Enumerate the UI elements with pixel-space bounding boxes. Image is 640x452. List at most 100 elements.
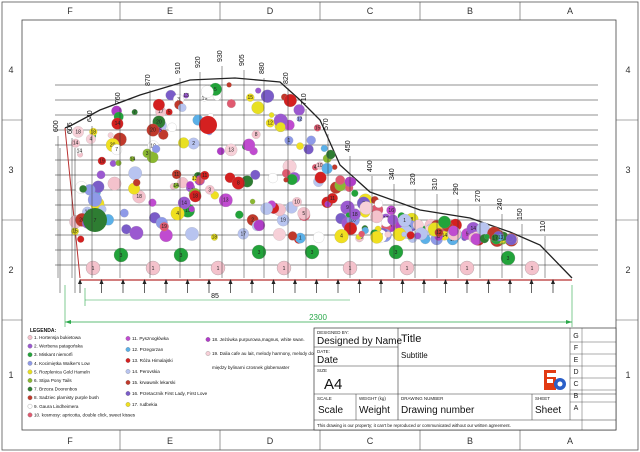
plant-marker: [283, 177, 289, 183]
plant-marker: [351, 189, 359, 197]
zone-column-label: A: [567, 436, 573, 446]
legend-item: 1. Hortensja bukietowa: [34, 335, 81, 340]
bed-outline: [64, 77, 573, 281]
plant-marker: [267, 173, 278, 184]
plant-number: 1: [92, 266, 95, 272]
zone-column-label: D: [267, 6, 274, 16]
plant-marker: [384, 231, 392, 238]
scale-value: Scale: [318, 405, 343, 416]
plant-number: 14: [73, 141, 79, 147]
height-label: 310: [432, 178, 439, 190]
zone-column-label: A: [567, 6, 573, 16]
plant-marker: [173, 182, 180, 189]
height-label: 640: [87, 110, 94, 122]
plant-marker: [332, 164, 338, 170]
plant-marker: [186, 181, 195, 189]
plant-marker: [188, 205, 195, 213]
zone-row-label: 2: [8, 265, 13, 275]
date-value: Date: [317, 355, 339, 366]
plant-number: 4: [314, 165, 317, 171]
plant-marker: [326, 149, 336, 160]
plant-marker: [201, 85, 214, 98]
legend-item: 11. Pysznogłówka: [132, 336, 169, 341]
plant-marker: [347, 177, 357, 187]
plant-marker: [524, 260, 540, 276]
plant-marker: [185, 227, 199, 241]
plant-number: 18: [136, 194, 142, 200]
plant-number: 12: [267, 121, 273, 127]
plant-number: 5: [214, 87, 217, 93]
legend-column-1: 1. Hortensja bukietowa 2. Werbena patagoń…: [27, 335, 136, 417]
plant-marker: [219, 193, 233, 207]
legend-swatch: [205, 351, 211, 356]
height-label: 930: [217, 50, 224, 62]
plant-number: 4: [90, 137, 93, 143]
plant-number: 18: [193, 194, 199, 200]
plant-number: 9: [346, 205, 349, 211]
size-value: A4: [324, 376, 342, 393]
plant-marker: [296, 142, 304, 150]
plant-number: 13: [183, 93, 189, 99]
plant-marker: [111, 117, 124, 130]
legend-swatch: [27, 395, 33, 401]
plant-marker: [120, 208, 129, 218]
zone-column-label: C: [367, 436, 374, 446]
plant-number: 14: [130, 156, 136, 162]
plant-number: 10: [317, 163, 323, 169]
plant-number: 8: [437, 234, 440, 240]
plant-number: 19: [280, 218, 286, 224]
legend-column-2: 11. Pysznogłówka 12. Przegorzan 13. Róża H…: [125, 336, 208, 407]
plant-marker: [401, 231, 407, 237]
plant-number: 5: [302, 211, 305, 217]
plant-number: 3: [395, 250, 398, 256]
plant-number: 14: [173, 183, 179, 189]
plant-marker: [275, 122, 286, 132]
plant-marker: [268, 112, 275, 118]
title-value: Title: [401, 333, 421, 345]
property-notice: This drawing is our property; it can't b…: [317, 423, 511, 428]
revision-row-label: G: [573, 333, 578, 340]
revision-row-label: D: [573, 369, 578, 376]
plant-number: 14: [442, 233, 448, 239]
height-label: 570: [323, 118, 330, 130]
plant-number: 14: [115, 121, 121, 127]
plant-number: 14: [181, 200, 187, 206]
dimension-total-label: 2300: [309, 313, 327, 322]
plant-marker: [370, 210, 384, 224]
plant-number: 18: [91, 129, 97, 135]
plant-marker: [253, 219, 265, 231]
height-label: 910: [175, 62, 182, 74]
plant-marker: [216, 147, 225, 156]
revision-row-label: B: [574, 393, 579, 400]
legend-item: 5. Rozplenica Gold Hameln: [34, 369, 90, 374]
plant-number: 19: [185, 208, 191, 214]
plant-number: 14: [471, 226, 477, 232]
plant-marker: [71, 138, 80, 148]
legend-swatch: [125, 380, 131, 385]
height-label: 605: [67, 122, 74, 134]
plant-marker: [249, 198, 256, 205]
plant-number: 4: [340, 234, 343, 240]
plant-marker: [129, 156, 136, 162]
plant-marker: [414, 232, 422, 240]
legend-swatch: [125, 336, 131, 341]
legend: LEGENDA: 1. Hortensja bukietowa 2. Werben…: [27, 328, 355, 417]
legend-swatch: [27, 369, 33, 375]
plant-number: 1: [152, 266, 155, 272]
plant-marker: [438, 215, 451, 229]
plant-marker: [97, 156, 107, 165]
height-label: 905: [239, 54, 246, 66]
plant-number: 1: [406, 266, 409, 272]
plant-marker: [79, 185, 87, 193]
legend-item: 13. Róża Himalajski: [132, 358, 173, 363]
plant-marker: [484, 233, 490, 240]
legend-item: 10. kosmosy: apricotta, double click, sw…: [34, 412, 136, 417]
plant-number: 3: [146, 151, 149, 157]
plant-marker: [370, 231, 383, 244]
plant-number: 13: [498, 235, 504, 241]
plant-number: 8: [237, 181, 240, 187]
zone-row-label: 3: [8, 165, 13, 175]
plant-number: 19: [202, 96, 208, 102]
legend-title: LEGENDA:: [30, 328, 56, 334]
